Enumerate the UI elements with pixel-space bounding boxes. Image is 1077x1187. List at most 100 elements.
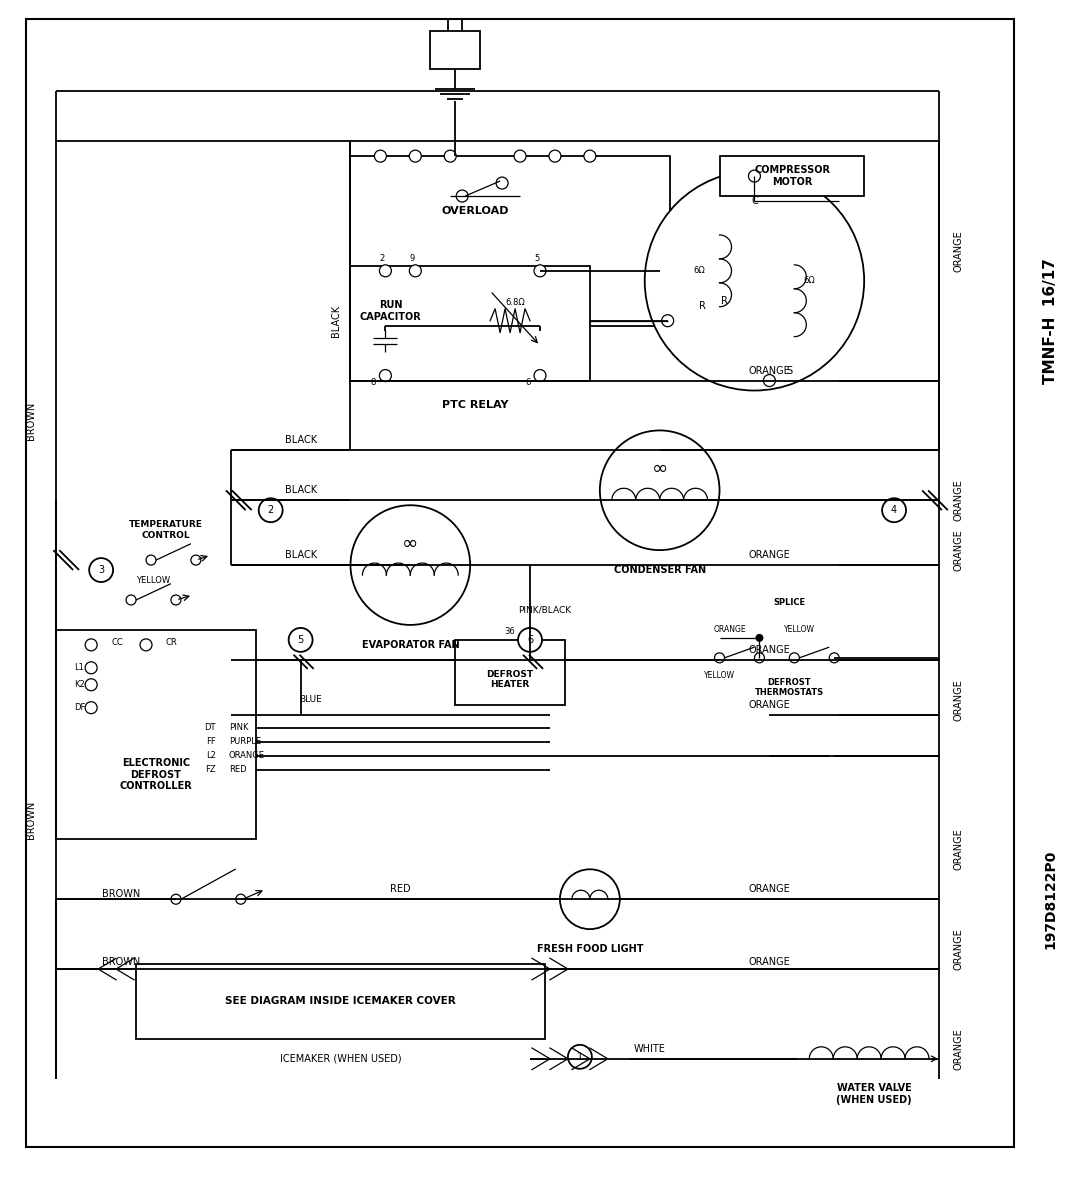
Text: FF: FF — [206, 737, 215, 747]
Circle shape — [379, 369, 391, 381]
Circle shape — [236, 894, 246, 904]
Text: BROWN: BROWN — [102, 889, 140, 900]
Circle shape — [568, 1045, 592, 1068]
Text: 2: 2 — [380, 254, 386, 264]
Text: ORANGE: ORANGE — [954, 529, 964, 571]
Text: 6Ω: 6Ω — [803, 277, 815, 285]
Text: ORANGE: ORANGE — [749, 366, 791, 375]
Text: RUN
CAPACITOR: RUN CAPACITOR — [360, 300, 421, 322]
Text: 4: 4 — [891, 506, 897, 515]
Bar — [350, 266, 590, 381]
Text: 6.8Ω: 6.8Ω — [505, 298, 524, 307]
Circle shape — [789, 653, 799, 662]
Bar — [456, 640, 565, 705]
Text: EVAPORATOR FAN: EVAPORATOR FAN — [362, 640, 459, 649]
Circle shape — [584, 150, 596, 163]
Text: ORANGE: ORANGE — [954, 679, 964, 721]
Circle shape — [518, 628, 542, 652]
Text: BROWN: BROWN — [26, 401, 37, 439]
Text: R: R — [699, 300, 707, 311]
Bar — [350, 157, 670, 325]
Text: ∞: ∞ — [402, 534, 419, 553]
Text: ORANGE: ORANGE — [228, 751, 265, 760]
Circle shape — [85, 702, 97, 713]
Text: CONDENSER FAN: CONDENSER FAN — [614, 565, 705, 575]
Circle shape — [600, 431, 719, 550]
Text: ORANGE: ORANGE — [749, 884, 791, 894]
Text: WHITE: WHITE — [633, 1043, 666, 1054]
Text: 9: 9 — [409, 254, 415, 264]
Circle shape — [409, 265, 421, 277]
Text: C: C — [751, 196, 758, 207]
Circle shape — [645, 171, 864, 391]
Text: DF: DF — [74, 703, 85, 712]
Text: 6: 6 — [526, 377, 531, 387]
Text: ∞: ∞ — [652, 459, 668, 478]
Text: BLACK: BLACK — [331, 305, 340, 337]
Text: CC: CC — [111, 639, 123, 647]
Bar — [431, 31, 480, 69]
Text: S: S — [786, 366, 793, 375]
Text: CR: CR — [166, 639, 178, 647]
Circle shape — [171, 595, 181, 605]
Text: ORANGE: ORANGE — [954, 480, 964, 521]
Text: L1: L1 — [74, 664, 84, 672]
Text: 5: 5 — [297, 635, 304, 645]
Text: SPLICE: SPLICE — [773, 598, 806, 608]
Text: ORANGE: ORANGE — [713, 626, 745, 634]
Text: OVERLOAD: OVERLOAD — [442, 207, 509, 216]
Text: RED: RED — [228, 766, 247, 774]
Text: BLACK: BLACK — [284, 550, 317, 560]
Bar — [136, 964, 545, 1039]
Circle shape — [140, 639, 152, 650]
Text: DEFROST
HEATER: DEFROST HEATER — [487, 671, 533, 690]
Circle shape — [534, 369, 546, 381]
Circle shape — [85, 679, 97, 691]
Text: 6Ω: 6Ω — [694, 266, 705, 275]
Text: WATER VALVE
(WHEN USED): WATER VALVE (WHEN USED) — [837, 1083, 912, 1105]
Circle shape — [258, 499, 282, 522]
Text: BLUE: BLUE — [299, 696, 322, 704]
Circle shape — [89, 558, 113, 582]
Text: PURPLE: PURPLE — [228, 737, 261, 747]
Text: ORANGE: ORANGE — [749, 957, 791, 967]
Text: 3: 3 — [98, 565, 104, 575]
Text: YELLOW: YELLOW — [136, 576, 170, 584]
Text: PINK/BLACK: PINK/BLACK — [518, 605, 572, 615]
Text: PTC RELAY: PTC RELAY — [442, 400, 508, 411]
Circle shape — [882, 499, 906, 522]
Text: BLACK: BLACK — [284, 436, 317, 445]
Text: 197D8122P0: 197D8122P0 — [1044, 850, 1058, 948]
Text: PINK: PINK — [228, 723, 249, 732]
Text: R: R — [722, 296, 728, 306]
Circle shape — [514, 150, 526, 163]
Circle shape — [560, 869, 619, 929]
Text: 6: 6 — [527, 635, 533, 645]
Text: FZ: FZ — [206, 766, 215, 774]
Circle shape — [496, 177, 508, 189]
Text: L2: L2 — [206, 751, 215, 760]
Circle shape — [714, 653, 725, 662]
Circle shape — [755, 634, 764, 642]
Text: TEMPERATURE
CONTROL: TEMPERATURE CONTROL — [129, 520, 202, 540]
Circle shape — [375, 150, 387, 163]
Bar — [719, 157, 864, 196]
Text: YELLOW: YELLOW — [784, 626, 815, 634]
Circle shape — [379, 265, 391, 277]
Circle shape — [146, 556, 156, 565]
Text: TMNF-H  16/17: TMNF-H 16/17 — [1044, 258, 1059, 383]
Text: BROWN: BROWN — [102, 957, 140, 967]
Bar — [56, 630, 255, 839]
Circle shape — [549, 150, 561, 163]
Text: 36: 36 — [505, 628, 516, 636]
Text: 1: 1 — [577, 1052, 583, 1062]
Text: ORANGE: ORANGE — [954, 230, 964, 272]
Text: FRESH FOOD LIGHT: FRESH FOOD LIGHT — [536, 944, 643, 954]
Circle shape — [749, 170, 760, 182]
Circle shape — [126, 595, 136, 605]
Text: ORANGE: ORANGE — [954, 829, 964, 870]
Circle shape — [191, 556, 201, 565]
Text: COMPRESSOR
MOTOR: COMPRESSOR MOTOR — [754, 165, 830, 186]
Circle shape — [289, 628, 312, 652]
Circle shape — [409, 150, 421, 163]
